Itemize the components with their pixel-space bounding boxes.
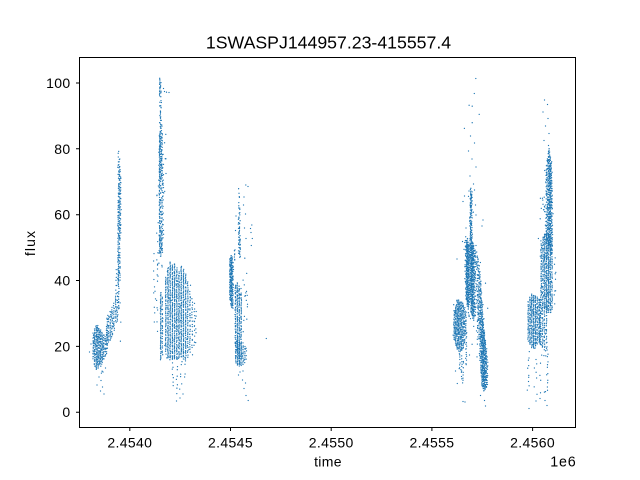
svg-text:2.4545: 2.4545 — [208, 435, 253, 451]
svg-text:1e6: 1e6 — [550, 455, 576, 471]
svg-text:100: 100 — [46, 75, 70, 91]
svg-text:2.4560: 2.4560 — [510, 435, 555, 451]
svg-text:80: 80 — [54, 141, 70, 157]
svg-text:60: 60 — [54, 207, 70, 223]
svg-text:flux: flux — [22, 230, 38, 256]
svg-text:20: 20 — [54, 338, 70, 354]
svg-text:1SWASPJ144957.23-415557.4: 1SWASPJ144957.23-415557.4 — [206, 33, 451, 53]
svg-text:2.4550: 2.4550 — [309, 435, 354, 451]
svg-text:40: 40 — [54, 273, 70, 289]
svg-text:0: 0 — [62, 404, 70, 420]
svg-text:2.4540: 2.4540 — [107, 435, 152, 451]
svg-text:time: time — [314, 454, 342, 470]
svg-text:2.4555: 2.4555 — [409, 435, 454, 451]
